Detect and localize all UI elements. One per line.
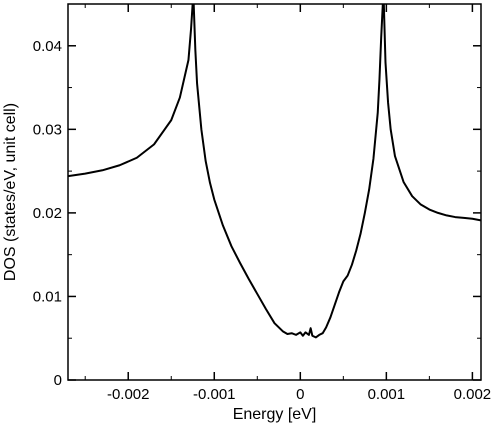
x-tick-label: -0.002 xyxy=(107,386,150,403)
x-tick-label: 0.001 xyxy=(368,386,406,403)
x-axis-title: Energy [eV] xyxy=(233,406,317,423)
dos-series-line xyxy=(68,4,481,339)
x-tick-label: 0.002 xyxy=(454,386,492,403)
y-tick-label: 0 xyxy=(54,372,62,389)
x-axis: -0.002 -0.001 0 0.001 0.002 xyxy=(84,4,492,403)
y-tick-label: 0.03 xyxy=(33,121,62,138)
x-tick-label: 0 xyxy=(296,386,304,403)
y-tick-label: 0.04 xyxy=(33,38,62,55)
x-tick-label: -0.001 xyxy=(193,386,236,403)
y-axis-title: DOS (states/eV, unit cell) xyxy=(2,103,19,281)
y-tick-label: 0.02 xyxy=(33,205,62,222)
series-layer xyxy=(68,4,481,339)
plot-frame xyxy=(67,3,482,381)
y-tick-label: 0.01 xyxy=(33,288,62,305)
y-axis: 0 0.01 0.02 0.03 0.04 xyxy=(33,38,481,389)
